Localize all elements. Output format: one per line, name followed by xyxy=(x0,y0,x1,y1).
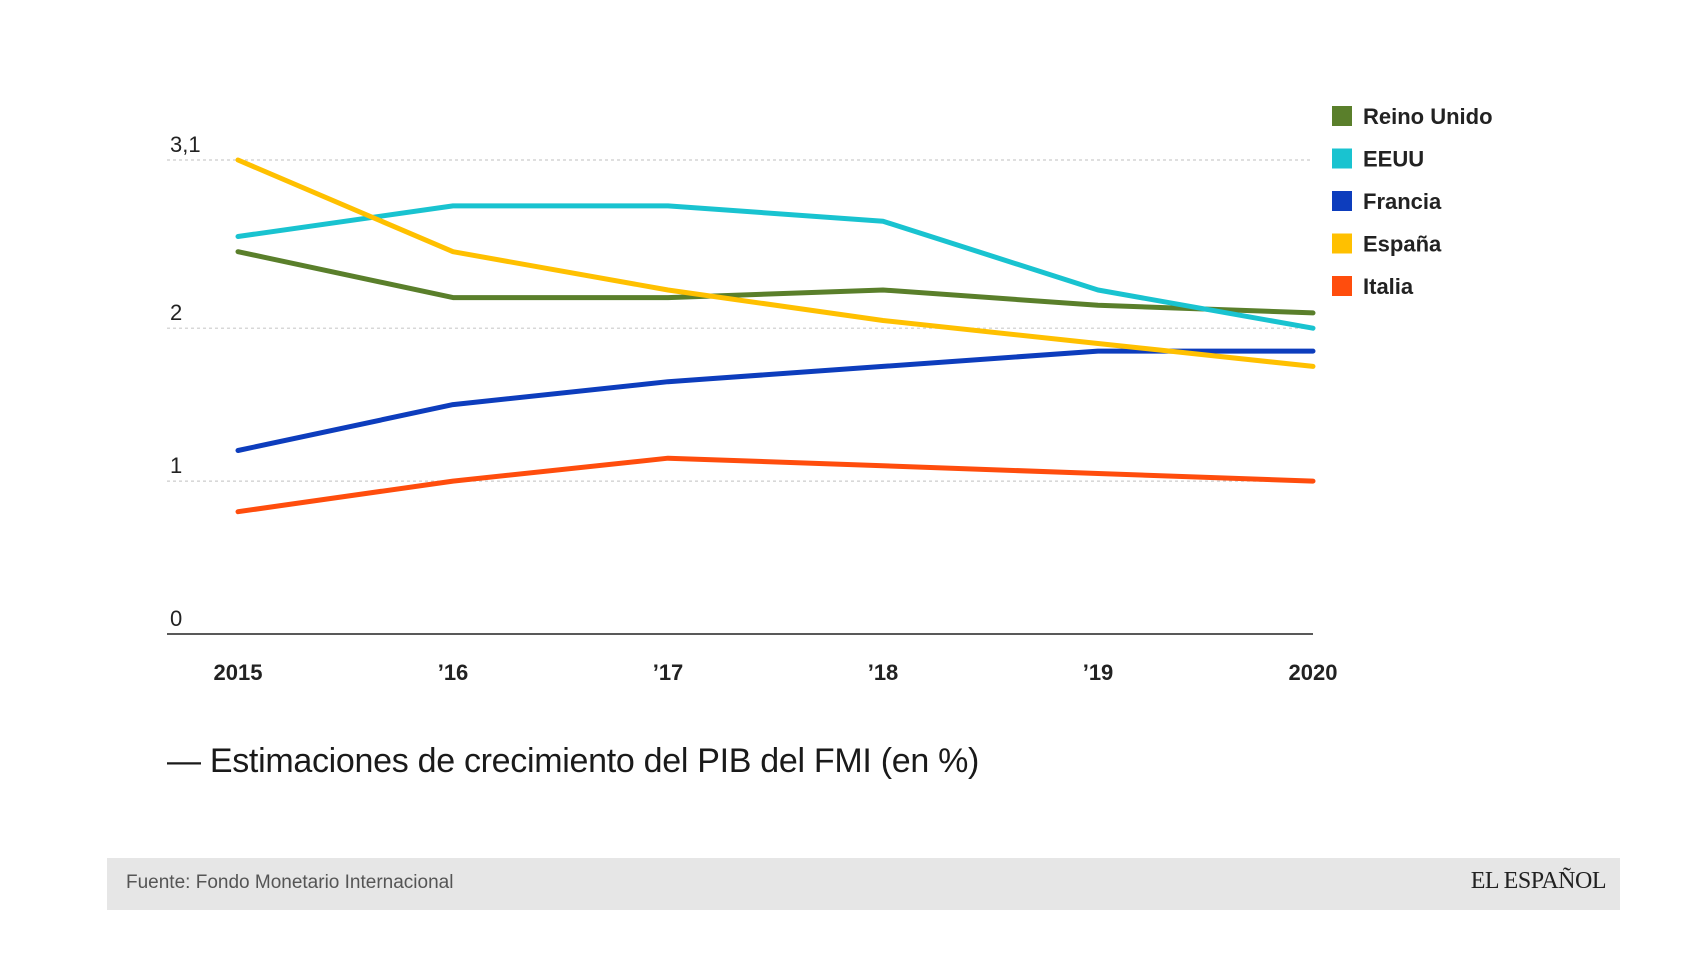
series-line xyxy=(235,348,1316,453)
series-line xyxy=(235,157,1316,369)
y-tick-label: 2 xyxy=(170,300,182,325)
y-tick-label: 0 xyxy=(170,606,182,631)
legend-label: EEUU xyxy=(1363,147,1424,172)
x-tick-label: 2020 xyxy=(1289,660,1338,685)
legend: Reino Unido EEUU Francia España Italia xyxy=(1332,104,1493,299)
series-line xyxy=(235,203,1316,331)
legend-label: Reino Unido xyxy=(1363,104,1493,129)
x-tick-label: ’18 xyxy=(868,660,899,685)
legend-swatch xyxy=(1332,148,1352,169)
y-tick-label: 1 xyxy=(170,453,182,478)
legend-swatch xyxy=(1332,233,1352,254)
series-lines xyxy=(235,157,1316,515)
grid-lines xyxy=(167,159,1313,482)
series-line xyxy=(235,455,1316,515)
x-tick-label: ’16 xyxy=(438,660,469,685)
source-note: Fuente: Fondo Monetario Internacional xyxy=(126,872,454,893)
series-line xyxy=(235,249,1316,316)
legend-label: Italia xyxy=(1363,274,1414,299)
x-tick-label: ’17 xyxy=(653,660,684,685)
chart-title: — Estimaciones de crecimiento del PIB de… xyxy=(167,742,980,780)
legend-label: Francia xyxy=(1363,189,1442,214)
legend-swatch xyxy=(1332,106,1352,126)
x-tick-labels: 2015 ’16 ’17 ’18 ’19 2020 xyxy=(214,660,1338,685)
y-tick-label: 3,1 xyxy=(170,132,201,157)
brand-logo: EL ESPAÑOL xyxy=(1470,868,1607,894)
legend-label: España xyxy=(1363,232,1442,257)
legend-swatch xyxy=(1332,276,1352,296)
x-tick-label: 2015 xyxy=(214,660,263,685)
x-tick-label: ’19 xyxy=(1083,660,1114,685)
legend-swatch xyxy=(1332,191,1352,211)
y-tick-labels: 0 1 2 3,1 xyxy=(170,132,201,631)
footer-bar: Fuente: Fondo Monetario Internacional EL… xyxy=(107,858,1620,910)
